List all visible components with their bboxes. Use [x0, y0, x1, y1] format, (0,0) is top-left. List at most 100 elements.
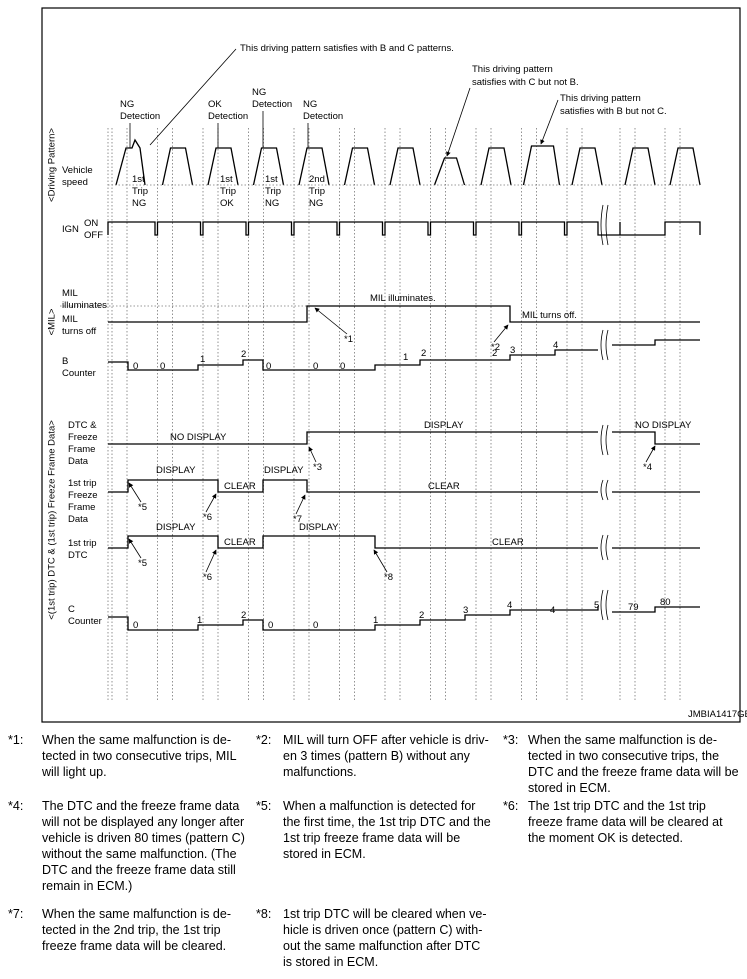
counter-value: 5: [594, 600, 599, 611]
figure-code: JMBIA1417GB: [688, 709, 747, 720]
note-text: freeze frame data will be cleared at: [528, 815, 723, 829]
counter-value: 4: [553, 340, 558, 351]
note-text: The 1st trip DTC and the 1st trip: [528, 799, 706, 813]
row-label: Frame: [68, 502, 95, 513]
trip-label: 1st: [265, 174, 278, 185]
row-label: DTC: [68, 550, 88, 561]
arrow: [128, 538, 142, 559]
row-label: IGN: [62, 224, 79, 235]
arrow: [205, 549, 217, 573]
row-label: Data: [68, 514, 89, 525]
trip-label: Trip: [309, 186, 325, 197]
note-marker: *3: [313, 462, 322, 473]
state-label: MIL illuminates.: [370, 293, 436, 304]
speed-pattern: [571, 147, 603, 186]
arrow: [128, 482, 142, 503]
note-text: tected in two consecutive trips, MIL: [42, 749, 237, 763]
state-label: DISPLAY: [424, 420, 464, 431]
trip-label: Trip: [132, 186, 148, 197]
note-marker: *2: [491, 342, 500, 353]
counter-value: 0: [340, 361, 345, 372]
speed-pattern: [343, 147, 376, 186]
group-label: <(1st trip) DTC & (1st trip) Freeze Fram…: [47, 420, 58, 620]
speed-pattern: [433, 157, 466, 186]
dtc-ffd-signal: [612, 431, 700, 445]
b-counter-signal: [108, 349, 598, 371]
row-label: Frame: [68, 444, 95, 455]
ffd-1st-signal: [108, 479, 598, 493]
note-text: When a malfunction is detected for: [283, 799, 475, 813]
pattern-callout: This driving pattern: [560, 93, 641, 104]
note-text: When the same malfunction is de-: [528, 733, 717, 747]
note-text: The DTC and the freeze frame data: [42, 799, 239, 813]
group-label: <Driving Pattern>: [47, 128, 58, 202]
trip-label: NG: [132, 198, 146, 209]
event-label: Detection: [303, 111, 343, 122]
arrow: [295, 494, 306, 515]
row-label: C: [68, 604, 75, 615]
row-label: Freeze: [68, 490, 98, 501]
event-label: Detection: [252, 99, 292, 110]
trip-label: 1st: [132, 174, 145, 185]
state-label: CLEAR: [224, 537, 256, 548]
callout-line: [446, 87, 471, 157]
note-marker: *1:: [8, 733, 23, 747]
row-label: Counter: [62, 368, 96, 379]
row-label: Freeze: [68, 432, 98, 443]
counter-value: 0: [268, 620, 273, 631]
counter-value: 4: [507, 600, 512, 611]
note-text: the first time, the 1st trip DTC and the: [283, 815, 491, 829]
break-mark: [600, 589, 609, 621]
counter-value: 2: [419, 610, 424, 621]
row-label: turns off: [62, 326, 97, 337]
trip-label: Trip: [265, 186, 281, 197]
note-marker: *2:: [256, 733, 271, 747]
arrow: [645, 445, 656, 463]
break-mark: [600, 534, 609, 561]
event-label: NG: [120, 99, 134, 110]
note-marker: *1: [344, 334, 353, 345]
note-text: without the same malfunction. (The: [41, 847, 237, 861]
event-label: NG: [303, 99, 317, 110]
note-text: will light up.: [41, 765, 107, 779]
counter-value: 0: [133, 620, 138, 631]
speed-pattern: [669, 147, 701, 186]
note-text: When the same malfunction is de-: [42, 907, 231, 921]
row-label: MIL: [62, 288, 78, 299]
ign-signal: [107, 221, 701, 236]
state-label: CLEAR: [428, 481, 460, 492]
state-label: CLEAR: [224, 481, 256, 492]
counter-value: 80: [660, 597, 671, 608]
row-label: speed: [62, 177, 88, 188]
note-text: vehicle is driven 80 times (pattern C): [42, 831, 245, 845]
mil-signal: [108, 305, 700, 323]
counter-value: 2: [241, 610, 246, 621]
trip-label: OK: [220, 198, 234, 209]
note-text: freeze frame data will be cleared.: [42, 939, 226, 953]
speed-pattern: [298, 147, 330, 186]
note-text: DTC and the freeze frame data will be: [528, 765, 739, 779]
counter-value: 1: [200, 354, 205, 365]
counter-value: 0: [313, 361, 318, 372]
c-counter-signal: [108, 606, 599, 631]
counter-value: 3: [463, 605, 468, 616]
counter-value: 2: [241, 349, 246, 360]
note-text: When the same malfunction is de-: [42, 733, 231, 747]
break-mark: [600, 329, 609, 361]
state-label: NO DISPLAY: [170, 432, 227, 443]
pattern-callout: This driving pattern satisfies with B an…: [240, 43, 454, 54]
state-label: NO DISPLAY: [635, 420, 692, 431]
note-marker: *5: [138, 558, 147, 569]
row-label: Data: [68, 456, 89, 467]
note-text: stored in ECM.: [283, 847, 366, 861]
counter-value: 0: [133, 361, 138, 372]
counter-value: 1: [373, 615, 378, 626]
row-label: 1st trip: [68, 538, 97, 549]
row-label: Vehicle: [62, 165, 93, 176]
counter-value: 3: [510, 345, 515, 356]
trip-label: Trip: [220, 186, 236, 197]
note-text: tected in the 2nd trip, the 1st trip: [42, 923, 221, 937]
speed-pattern: [207, 147, 239, 186]
break-mark: [600, 204, 609, 246]
note-marker: *8:: [256, 907, 271, 921]
